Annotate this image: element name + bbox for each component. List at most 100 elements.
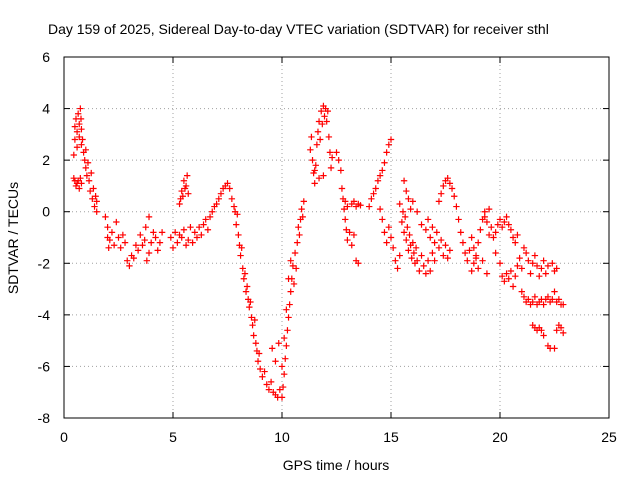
data-point [202,216,209,223]
data-point [536,272,543,280]
data-point [403,187,410,195]
data-point [342,216,349,223]
data-point [171,229,179,236]
data-point [248,314,255,321]
data-point [514,231,521,239]
data-point [311,167,318,174]
data-point [505,221,512,228]
data-point [145,249,153,257]
data-point [77,115,85,123]
data-point [507,267,515,275]
data-point [284,327,291,334]
data-point [396,252,403,259]
data-point [394,265,401,272]
data-point [396,200,403,208]
data-point [217,190,225,197]
data-point [187,223,194,231]
data-point [283,342,290,349]
data-point [400,177,408,184]
data-point [78,180,85,187]
data-point [246,303,253,311]
data-point [529,260,536,267]
data-point [344,203,351,210]
data-point [93,208,100,215]
data-point [106,236,113,244]
data-point [243,283,251,290]
data-point [254,358,262,365]
data-point [440,182,447,190]
data-point [542,270,549,277]
data-point [86,187,94,195]
data-point [313,141,321,148]
data-point [444,254,451,262]
data-point [342,198,349,205]
data-point [263,381,270,388]
data-point [475,239,482,246]
data-point [224,180,231,187]
data-point [379,167,386,174]
data-point [540,332,547,339]
data-point [180,177,188,184]
data-point [464,257,471,264]
data-point [512,239,519,246]
data-point [531,293,539,301]
chart-title: Day 159 of 2025, Sidereal Day-to-day VTE… [48,21,549,37]
data-point [189,239,196,246]
data-point [104,223,111,231]
data-point [376,205,384,213]
data-point [290,280,298,288]
data-point [294,239,301,246]
y-tick-label: -8 [38,410,51,426]
data-point [418,221,425,228]
data-point [230,203,238,210]
data-point [82,164,89,172]
data-point [405,195,412,203]
data-point [468,234,475,241]
data-point [494,221,502,228]
data-point [71,123,79,130]
data-point [233,221,240,228]
data-point [249,321,256,329]
data-point [355,260,362,267]
data-point [488,223,495,231]
data-point [553,327,560,334]
data-point [183,172,191,179]
y-tick-label: -2 [38,255,51,271]
data-point [240,275,248,282]
data-point [242,288,250,295]
data-point [314,128,322,135]
data-point [265,386,273,393]
data-point [437,236,445,244]
data-point [204,226,212,233]
data-point [76,120,83,128]
data-point [459,239,467,246]
data-point [555,296,563,303]
data-point [540,301,547,308]
data-point [427,234,434,241]
data-point [280,370,288,378]
data-point [549,260,556,267]
data-point [437,190,445,197]
data-point [289,262,297,270]
data-point [389,244,397,252]
data-point [335,156,342,164]
data-point [102,213,109,221]
data-point [444,174,451,182]
data-point [492,249,499,257]
data-point [501,278,508,285]
data-point [544,293,552,301]
data-point [92,193,99,200]
grid-lines [64,57,609,418]
x-tick-label: 20 [492,429,508,445]
data-point [392,257,399,264]
data-point [88,169,95,177]
data-point [340,205,348,213]
data-point [533,262,541,270]
data-point [376,172,384,179]
data-point [544,262,552,270]
data-point [299,213,306,221]
data-point [381,229,388,236]
data-point [442,242,449,249]
data-point [470,260,478,267]
